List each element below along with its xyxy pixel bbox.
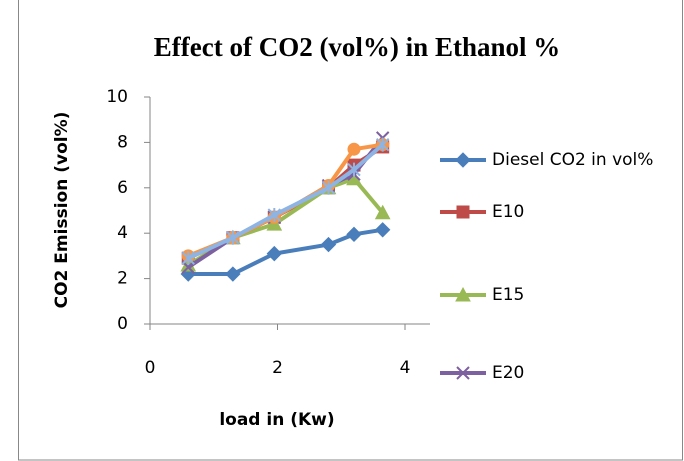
y-tick-label: 2 [117,269,128,289]
y-tick-label: 0 [117,314,128,334]
point [267,208,282,223]
y-tick-label: 4 [117,223,128,243]
y-axis-label: CO2 Emission (vol%) [52,112,72,309]
frame [18,0,683,461]
point [181,251,195,266]
y-tick-label: 8 [117,132,128,152]
point [321,180,336,195]
point [375,137,390,152]
point [455,152,471,168]
legend-label: E15 [492,285,525,305]
point [347,142,361,156]
point [346,226,362,243]
point [455,286,471,302]
series-line [187,136,385,269]
x-axis-label: load in (Kw) [219,410,334,430]
point [456,205,470,219]
point [374,204,391,220]
point [226,230,240,245]
x-tick-label: 2 [272,358,283,378]
point [320,236,337,253]
point [456,366,470,380]
y-tick-label: 10 [106,87,128,107]
x-tick-label: 4 [400,358,411,378]
y-tick-label: 6 [117,178,128,198]
legend-label: E20 [492,363,525,383]
point [374,222,391,238]
x-tick-label: 0 [145,358,156,378]
point [266,245,283,262]
point [347,162,361,177]
chart-title: Effect of CO2 (vol%) in Ethanol % [154,32,560,62]
legend-label: E10 [492,202,525,222]
point [225,266,241,282]
legend-label: Diesel CO2 in vol% [492,150,654,170]
